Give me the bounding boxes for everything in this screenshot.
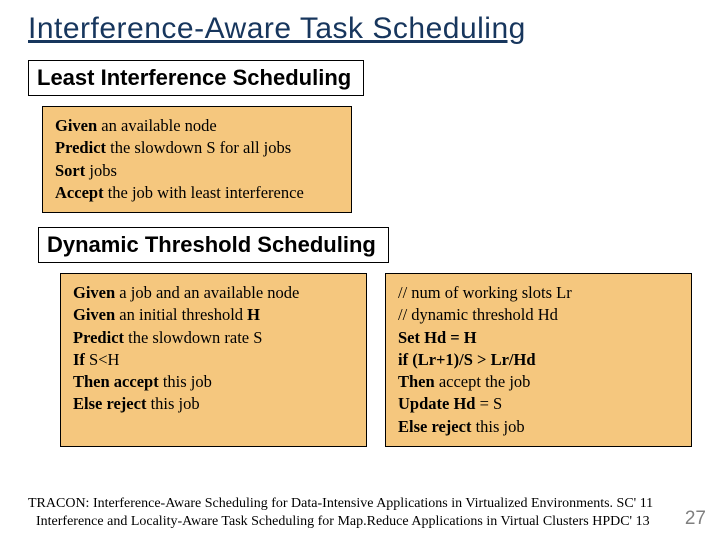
txt: this job xyxy=(146,394,199,413)
references: TRACON: Interference-Aware Scheduling fo… xyxy=(28,495,692,530)
box-row-dts: Given a job and an available node Given … xyxy=(60,273,692,447)
kw: Else reject xyxy=(73,394,146,413)
kw: Then accept xyxy=(73,372,159,391)
txt: an available node xyxy=(97,116,217,135)
txt: an initial threshold xyxy=(115,305,247,324)
txt: Else reject this job xyxy=(398,416,679,438)
txt: // dynamic threshold Hd xyxy=(398,304,679,326)
kw: Given xyxy=(55,116,97,135)
txt: the job with least interference xyxy=(104,183,304,202)
txt: the slowdown S for all jobs xyxy=(106,138,291,157)
ref-line: Interference and Locality-Aware Task Sch… xyxy=(28,513,692,531)
txt: S<H xyxy=(85,350,120,369)
slide-title: Interference-Aware Task Scheduling xyxy=(28,12,692,46)
txt: this job xyxy=(159,372,212,391)
box-dts-left: Given a job and an available node Given … xyxy=(60,273,367,447)
kw: Given xyxy=(73,305,115,324)
txt: // num of working slots Lr xyxy=(398,282,679,304)
txt: a job and an available node xyxy=(115,283,299,302)
kw: H xyxy=(247,305,260,324)
kw: Predict xyxy=(55,138,106,157)
kw: Accept xyxy=(55,183,104,202)
kw: If xyxy=(73,350,85,369)
box-lis: Given an available node Predict the slow… xyxy=(42,106,352,213)
slide: Interference-Aware Task Scheduling Least… xyxy=(0,0,720,540)
page-number: 27 xyxy=(685,508,706,530)
kw: Predict xyxy=(73,328,124,347)
kw: Given xyxy=(73,283,115,302)
txt: jobs xyxy=(85,161,117,180)
txt: the slowdown rate S xyxy=(124,328,262,347)
txt: Update Hd = S xyxy=(398,393,679,415)
kw: Sort xyxy=(55,161,85,180)
txt: Then accept the job xyxy=(398,371,679,393)
section-header-dts: Dynamic Threshold Scheduling xyxy=(38,227,389,263)
section-header-lis: Least Interference Scheduling xyxy=(28,60,364,96)
box-dts-right: // num of working slots Lr // dynamic th… xyxy=(385,273,692,447)
ref-line: TRACON: Interference-Aware Scheduling fo… xyxy=(28,495,692,513)
txt: Set Hd = H xyxy=(398,327,679,349)
txt: if (Lr+1)/S > Lr/Hd xyxy=(398,349,679,371)
